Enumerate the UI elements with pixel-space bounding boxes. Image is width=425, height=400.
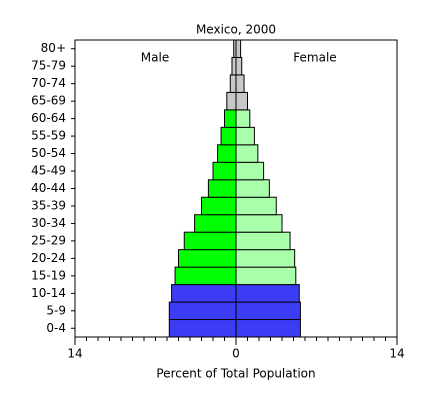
bar bbox=[235, 266, 297, 286]
y-tick-label: 40-44 bbox=[31, 181, 66, 195]
bar bbox=[235, 144, 259, 163]
bar bbox=[235, 319, 301, 338]
bar bbox=[235, 231, 291, 251]
y-tick-label: 25-29 bbox=[31, 233, 66, 247]
bar bbox=[235, 39, 242, 58]
bar bbox=[217, 144, 237, 163]
y-tick-label: 35-39 bbox=[31, 198, 66, 212]
y-tick-label: 0-4 bbox=[46, 321, 66, 335]
bar bbox=[220, 126, 237, 146]
bar bbox=[194, 214, 237, 233]
bar bbox=[201, 196, 237, 216]
bar bbox=[174, 266, 237, 286]
y-tick-label: 45-49 bbox=[31, 164, 66, 178]
y-tick-label: 10-14 bbox=[31, 286, 66, 300]
y-tick-label: 20-24 bbox=[31, 251, 66, 265]
bar bbox=[168, 319, 237, 338]
y-tick-label: 55-59 bbox=[31, 129, 66, 143]
bar bbox=[183, 231, 237, 251]
bar bbox=[235, 284, 300, 303]
chart-title: Mexico, 2000 bbox=[196, 23, 276, 37]
y-tick-label: 80+ bbox=[41, 41, 66, 55]
y-tick-label: 70-74 bbox=[31, 76, 66, 90]
bar bbox=[235, 301, 301, 321]
bar bbox=[168, 301, 237, 321]
series-label: Female bbox=[293, 51, 336, 65]
y-tick-label: 75-79 bbox=[31, 59, 66, 73]
x-tick-label: 0 bbox=[232, 347, 240, 361]
bar bbox=[178, 249, 237, 268]
bar bbox=[235, 161, 265, 181]
bar bbox=[235, 249, 296, 268]
y-tick-label: 60-64 bbox=[31, 111, 66, 125]
bar bbox=[235, 179, 270, 198]
x-axis-label: Percent of Total Population bbox=[156, 367, 315, 381]
y-tick-label: 65-69 bbox=[31, 94, 66, 108]
bar bbox=[235, 214, 283, 233]
y-tick-label: 50-54 bbox=[31, 146, 66, 160]
bar bbox=[229, 74, 237, 93]
y-tick-label: 15-19 bbox=[31, 268, 66, 282]
bar bbox=[235, 196, 277, 216]
bar bbox=[235, 126, 255, 146]
bar bbox=[231, 56, 237, 76]
y-tick-label: 30-34 bbox=[31, 216, 66, 230]
y-tick-label: 5-9 bbox=[46, 303, 66, 317]
bar bbox=[171, 284, 237, 303]
bar bbox=[212, 161, 237, 181]
bar bbox=[235, 109, 251, 128]
bar bbox=[224, 109, 237, 128]
bar bbox=[207, 179, 237, 198]
bar bbox=[235, 91, 248, 111]
series-label: Male bbox=[141, 51, 169, 65]
x-tick-label: 14 bbox=[389, 347, 404, 361]
x-tick-label: 14 bbox=[67, 347, 82, 361]
bar bbox=[235, 74, 245, 93]
bar bbox=[235, 56, 243, 76]
bar bbox=[226, 91, 237, 111]
